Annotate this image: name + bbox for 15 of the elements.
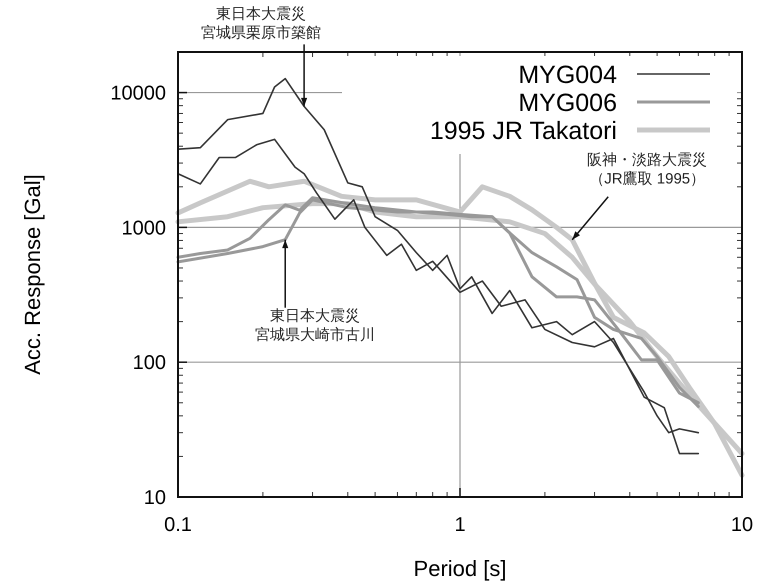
x-tick-label: 0.1 — [164, 514, 192, 536]
y-tick-label: 10 — [144, 487, 166, 509]
x-axis-title: Period [s] — [414, 556, 506, 581]
annotation: 阪神・淡路大震災（JR鷹取 1995） — [587, 152, 708, 188]
y-tick-label: 1000 — [122, 217, 166, 240]
legend-label: MYG004 — [518, 61, 618, 89]
legend-label: MYG006 — [518, 89, 617, 117]
x-tick-label: 1 — [454, 514, 466, 536]
legend-label: 1995 JR Takatori — [430, 117, 617, 145]
annotation: 東日本大震災宮城県栗原市築館 — [201, 5, 322, 42]
y-tick-label: 100 — [132, 352, 166, 374]
y-axis-title: Acc. Response [Gal] — [20, 174, 45, 375]
annotation: 東日本大震災宮城県大崎市古川 — [255, 308, 376, 344]
y-tick-label: 10000 — [110, 82, 166, 105]
x-tick-label: 10 — [730, 514, 754, 536]
